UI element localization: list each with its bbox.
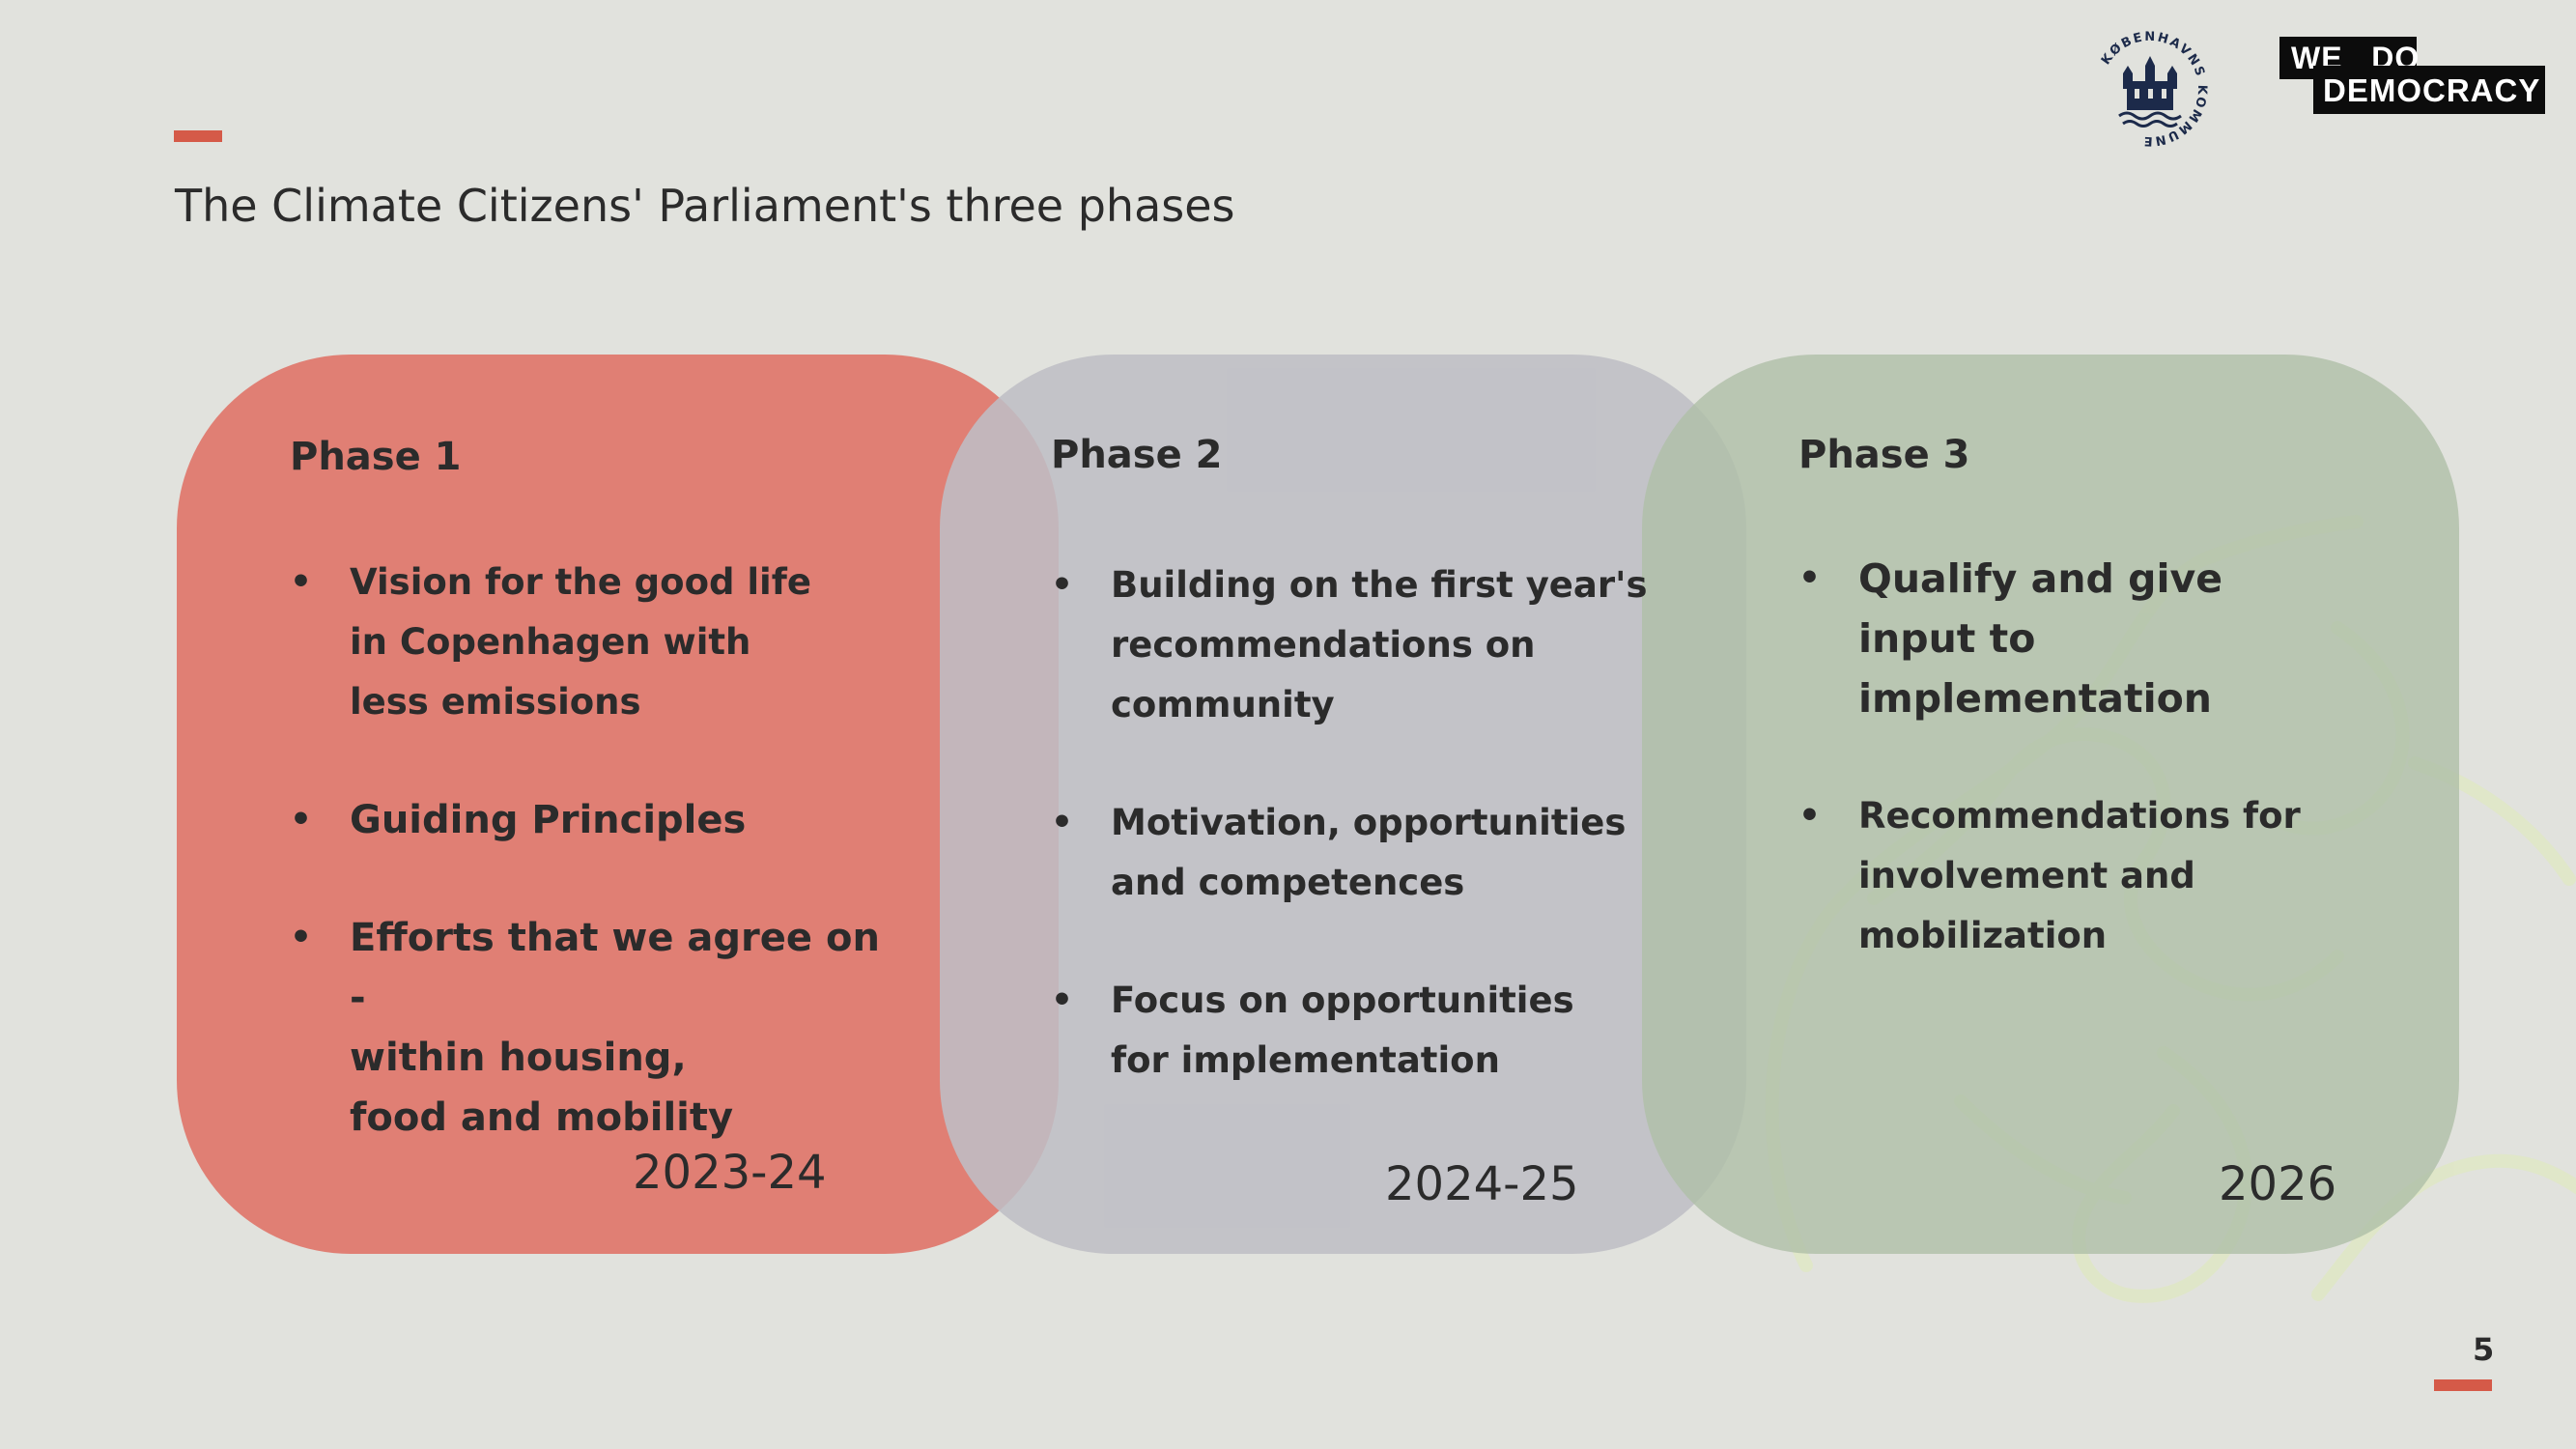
bullet-text: Focus on opportunities for implementatio…: [1111, 980, 1574, 1081]
bullet-marker: •: [1051, 565, 1074, 605]
list-item: • Recommendations for involvement and mo…: [1798, 786, 2361, 966]
phase-3-bullet-list: • Qualify and give input to implementati…: [1798, 549, 2361, 966]
list-item: • Qualify and give input to implementati…: [1798, 549, 2361, 728]
list-item: • Building on the first year's recommend…: [1051, 555, 1652, 735]
bullet-marker: •: [290, 562, 313, 602]
bullet-text: Efforts that we agree on - within housin…: [350, 916, 880, 1140]
phase-2-bullet-list: • Building on the first year's recommend…: [1051, 555, 1652, 1091]
title-accent-bar: [174, 130, 222, 142]
bullet-marker: •: [1051, 803, 1074, 842]
bullet-text: Recommendations for involvement and mobi…: [1858, 795, 2301, 956]
phase-1-year: 2023-24: [633, 1146, 827, 1200]
list-item: • Focus on opportunities for implementat…: [1051, 971, 1652, 1091]
page-number-accent-bar: [2434, 1379, 2492, 1391]
list-item: • Motivation, opportunities and competen…: [1051, 793, 1652, 913]
bullet-marker: •: [1798, 558, 1822, 598]
we-do-democracy-logo: WE DO DEMOCRACY: [2279, 37, 2545, 118]
bullet-text: Motivation, opportunities and competence…: [1111, 802, 1627, 903]
phase-1-bullet-list: • Vision for the good life in Copenhagen…: [290, 553, 891, 1148]
bullet-text: Guiding Principles: [350, 798, 747, 842]
phase-3-year: 2026: [2219, 1157, 2337, 1211]
list-item: • Guiding Principles: [290, 790, 891, 850]
page-number: 5: [2473, 1331, 2495, 1368]
bullet-text: Qualify and give input to implementation: [1858, 555, 2223, 722]
wedo-logo-line2: DEMOCRACY: [2313, 66, 2545, 114]
phase-1-shape: [177, 355, 1059, 1254]
bullet-marker: •: [290, 918, 313, 957]
list-item: • Vision for the good life in Copenhagen…: [290, 553, 891, 732]
phase-3-heading: Phase 3: [1798, 433, 1970, 477]
kobenhavns-kommune-seal-logo: KØBENHAVNS KOMMUNE: [2099, 30, 2207, 148]
bullet-marker: •: [290, 800, 313, 839]
list-item: • Efforts that we agree on - within hous…: [290, 908, 891, 1148]
phase-2-shape: [940, 355, 1746, 1254]
slide-title: The Climate Citizens' Parliament's three…: [175, 180, 1235, 232]
phase-3-shape: [1642, 355, 2459, 1254]
bullet-marker: •: [1051, 980, 1074, 1020]
bullet-text: Vision for the good life in Copenhagen w…: [350, 561, 811, 723]
phase-1-heading: Phase 1: [290, 435, 462, 479]
phase-2-heading: Phase 2: [1051, 433, 1223, 477]
bullet-marker: •: [1798, 796, 1822, 836]
bullet-text: Building on the first year's recommendat…: [1111, 564, 1648, 725]
phase-2-year: 2024-25: [1385, 1157, 1579, 1211]
